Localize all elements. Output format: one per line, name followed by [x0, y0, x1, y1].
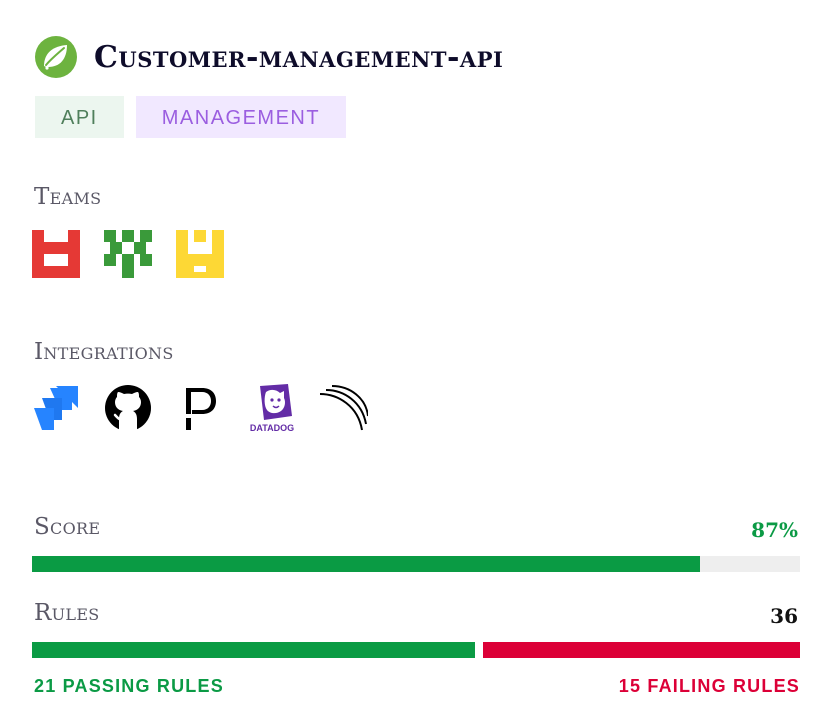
- integrations-label: Integrations: [34, 339, 174, 365]
- teams-list: [32, 230, 248, 278]
- pagerduty-icon[interactable]: [176, 384, 224, 432]
- spring-leaf-icon: [35, 36, 77, 78]
- passing-rules-link[interactable]: 21 PASSING RULES: [34, 676, 224, 696]
- rules-passing-segment[interactable]: [32, 642, 476, 658]
- tag-list: API MANAGEMENT: [35, 96, 358, 138]
- score-label: Score: [34, 514, 101, 540]
- datadog-icon[interactable]: DATADOG: [248, 384, 296, 432]
- rules-total: 36: [770, 604, 798, 628]
- integrations-list: DATADOG: [32, 384, 392, 432]
- project-title: Customer-management-api: [94, 39, 504, 75]
- score-bar-fill: [32, 556, 701, 572]
- score-value: 87%: [751, 518, 798, 542]
- tag-management[interactable]: MANAGEMENT: [135, 96, 347, 138]
- teams-label: Teams: [34, 184, 102, 210]
- team-red-identicon[interactable]: [32, 230, 80, 278]
- project-header: Customer-management-api: [34, 35, 503, 79]
- tag-api[interactable]: API: [35, 96, 124, 138]
- rules-bar-gap: [475, 642, 483, 658]
- rules-failing-segment[interactable]: [483, 642, 800, 658]
- failing-rules-link[interactable]: 15 FAILING RULES: [618, 676, 800, 696]
- datadog-wordmark: DATADOG: [250, 423, 294, 432]
- score-bar: [32, 556, 800, 572]
- signal-arcs-icon[interactable]: [320, 384, 368, 432]
- github-icon[interactable]: [104, 384, 152, 432]
- rules-bar: [32, 642, 800, 658]
- jira-icon[interactable]: [32, 384, 80, 432]
- rules-label: Rules: [34, 600, 100, 626]
- team-yellow-identicon[interactable]: [176, 230, 224, 278]
- team-green-identicon[interactable]: [104, 230, 152, 278]
